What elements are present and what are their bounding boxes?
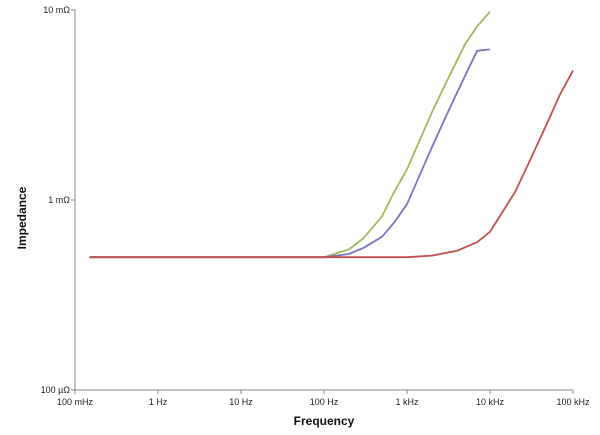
x-tick-label: 1 kHz bbox=[395, 397, 419, 407]
y-tick-labels: 100 µΩ 1 mΩ 10 mΩ bbox=[41, 5, 75, 395]
y-tick-label: 10 mΩ bbox=[43, 5, 70, 15]
axes bbox=[74, 10, 573, 391]
x-tick-label: 1 Hz bbox=[149, 397, 168, 407]
series-line-2 bbox=[89, 48, 491, 259]
y-axis-title: Impedance bbox=[15, 186, 29, 249]
x-tick-labels: 100 mHz 1 Hz 10 Hz 100 Hz 1 kHz 10 kHz 100 kHz bbox=[57, 390, 590, 407]
series-line-3 bbox=[89, 70, 574, 259]
x-tick-label: 100 kHz bbox=[556, 397, 590, 407]
x-tick-label: 10 kHz bbox=[476, 397, 505, 407]
x-axis-title: Frequency bbox=[294, 414, 355, 428]
x-tick-label: 100 mHz bbox=[57, 397, 94, 407]
series-line-1 bbox=[89, 11, 491, 259]
y-tick-label: 100 µΩ bbox=[41, 385, 71, 395]
y-tick-label: 1 mΩ bbox=[48, 195, 70, 205]
plot-lines bbox=[89, 11, 574, 259]
x-tick-label: 10 Hz bbox=[229, 397, 253, 407]
x-tick-label: 100 Hz bbox=[310, 397, 339, 407]
